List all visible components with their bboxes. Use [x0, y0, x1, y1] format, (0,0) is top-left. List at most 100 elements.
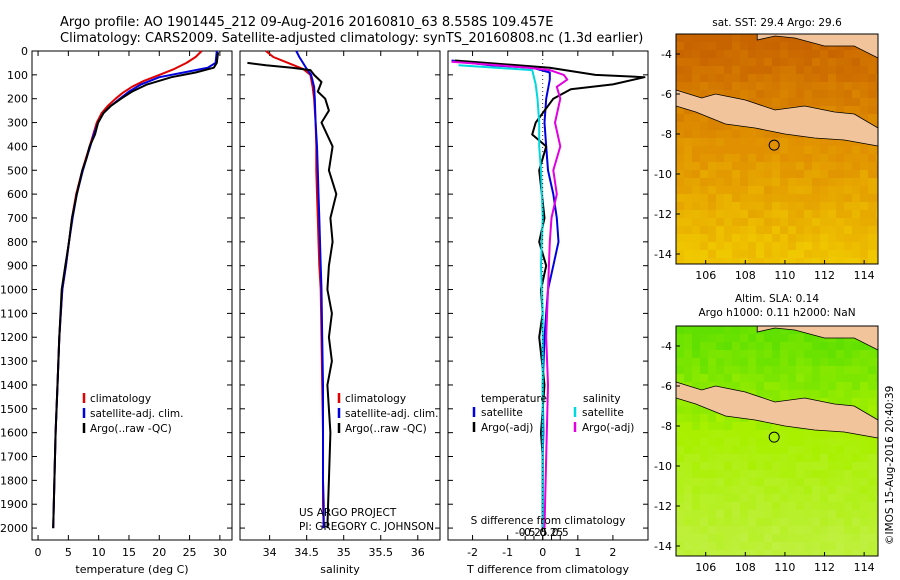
- sst_map-field-cell: [724, 58, 732, 66]
- sla_map-field-cell: [716, 438, 724, 446]
- sst_map-field-cell: [700, 50, 708, 58]
- sst_map-field-cell: [796, 82, 804, 90]
- sla_map-field-cell: [836, 478, 844, 486]
- sla_map-field-cell: [692, 542, 700, 550]
- sla_map-field-cell: [724, 414, 732, 422]
- sla_map-field-cell: [772, 470, 780, 478]
- sla_map-field-cell: [756, 422, 764, 430]
- sst_map-field-cell: [852, 210, 860, 218]
- sla_map-field-cell: [684, 406, 692, 414]
- sla_map-field-cell: [828, 510, 836, 518]
- sst_map-field-cell: [708, 154, 716, 162]
- sla_map-field-cell: [796, 502, 804, 510]
- temperature-ytick-label: 800: [7, 236, 28, 249]
- sla_map-field-cell: [844, 462, 852, 470]
- sla_map-field-cell: [868, 478, 876, 486]
- sst_map-field-cell: [684, 58, 692, 66]
- sla_map-field-cell: [804, 550, 812, 556]
- sst_map-field-cell: [788, 82, 796, 90]
- sla_map-field-cell: [748, 510, 756, 518]
- sla_map-field-cell: [708, 326, 716, 334]
- sst_map-field-cell: [692, 66, 700, 74]
- sla_map-field-cell: [820, 470, 828, 478]
- sla_map-field-cell: [700, 518, 708, 526]
- sla_map-field-cell: [756, 510, 764, 518]
- sst_map-field-cell: [732, 42, 740, 50]
- sla-map-subtitle: Argo h1000: 0.11 h2000: NaN: [698, 307, 855, 319]
- sla_map-field-cell: [844, 550, 852, 556]
- sla_map-field-cell: [748, 334, 756, 342]
- temperature-ytick-label: 100: [7, 69, 28, 82]
- sst_map-field-cell: [780, 66, 788, 74]
- sst_map-field-cell: [852, 98, 860, 106]
- sla_map-field-cell: [852, 358, 860, 366]
- sst_map-field-cell: [708, 202, 716, 210]
- sst_map-field-cell: [836, 258, 844, 264]
- sla_map-field-cell: [876, 494, 878, 502]
- sla_map-field-cell: [700, 430, 708, 438]
- sla_map-field-cell: [764, 526, 772, 534]
- sst_map-field-cell: [836, 250, 844, 258]
- sst_map-field-cell: [692, 34, 700, 42]
- sst_map-field-cell: [684, 74, 692, 82]
- sla_map-field-cell: [780, 366, 788, 374]
- sst_map-field-cell: [756, 226, 764, 234]
- sst_map-field-cell: [700, 34, 708, 42]
- sst_map-field-cell: [708, 162, 716, 170]
- sla_map-field-cell: [812, 382, 820, 390]
- sla_map-field-cell: [740, 534, 748, 542]
- sla_map-field-cell: [740, 430, 748, 438]
- sst_map-field-cell: [724, 122, 732, 130]
- sst_map-field-cell: [812, 186, 820, 194]
- sst_map-field-cell: [852, 170, 860, 178]
- temperature-ytick-label: 1000: [0, 284, 28, 297]
- sst_map-field-cell: [764, 74, 772, 82]
- sst_map-field-cell: [700, 162, 708, 170]
- sst_map-field-cell: [868, 146, 876, 154]
- sla_map-field-cell: [860, 486, 868, 494]
- sla_map-field-cell: [724, 462, 732, 470]
- sla_map-field-cell: [860, 462, 868, 470]
- sla_map-field-cell: [724, 526, 732, 534]
- sla_map-field-cell: [716, 518, 724, 526]
- sla_map-field-cell: [772, 454, 780, 462]
- sla_map-field-cell: [876, 374, 878, 382]
- sst_map-field-cell: [740, 58, 748, 66]
- sla_map-field-cell: [732, 350, 740, 358]
- sla_map-field-cell: [876, 366, 878, 374]
- sst_map-field-cell: [716, 146, 724, 154]
- sst_map-field-cell: [756, 138, 764, 146]
- salinity-series-line: [295, 50, 325, 529]
- sst_map-field-cell: [716, 218, 724, 226]
- sst_map-field-cell: [764, 202, 772, 210]
- sla_map-field-cell: [804, 462, 812, 470]
- sst_map-field-cell: [684, 122, 692, 130]
- sst_map-field-cell: [700, 58, 708, 66]
- sla_map-field-cell: [772, 526, 780, 534]
- sst_map-field-cell: [844, 146, 852, 154]
- sst_map-field-cell: [780, 218, 788, 226]
- sla_map-field-cell: [820, 342, 828, 350]
- sst_map-field-cell: [716, 34, 724, 42]
- sst_map-xtick-label: 106: [695, 269, 716, 282]
- sla_map-field-cell: [756, 430, 764, 438]
- temperature-ytick-label: 900: [7, 260, 28, 273]
- sla_map-field-cell: [836, 398, 844, 406]
- sla_map-field-cell: [868, 502, 876, 510]
- sla_map-field-cell: [812, 542, 820, 550]
- sst_map-field-cell: [756, 154, 764, 162]
- sst_map-field-cell: [812, 258, 820, 264]
- sst_map-field-cell: [836, 178, 844, 186]
- sst_map-field-cell: [692, 186, 700, 194]
- sst_map-field-cell: [692, 122, 700, 130]
- sst_map-field-cell: [764, 66, 772, 74]
- sst_map-field-cell: [692, 74, 700, 82]
- sst_map-field-cell: [796, 90, 804, 98]
- sst_map-field-cell: [756, 42, 764, 50]
- sst_map-field-cell: [860, 226, 868, 234]
- sla_map-field-cell: [756, 534, 764, 542]
- sst_map-field-cell: [756, 250, 764, 258]
- temperature-ytick-label: 1300: [0, 355, 28, 368]
- sla_map-field-cell: [732, 414, 740, 422]
- sst_map-field-cell: [732, 122, 740, 130]
